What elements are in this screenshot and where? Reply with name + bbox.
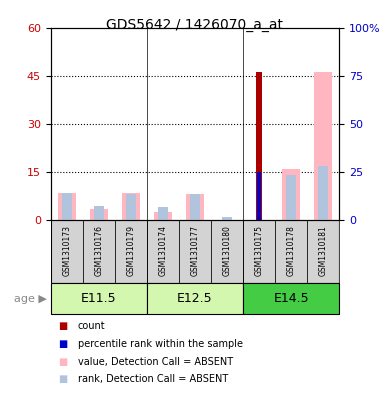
- Bar: [282, 169, 300, 220]
- Text: GSM1310181: GSM1310181: [319, 225, 328, 276]
- Bar: [257, 172, 261, 220]
- Bar: [147, 220, 179, 283]
- Text: GDS5642 / 1426070_a_at: GDS5642 / 1426070_a_at: [106, 18, 284, 32]
- Bar: [256, 72, 262, 220]
- Bar: [222, 217, 232, 220]
- Text: GSM1310179: GSM1310179: [126, 225, 135, 276]
- Bar: [186, 195, 204, 220]
- Text: age ▶: age ▶: [14, 294, 47, 304]
- Text: ■: ■: [58, 356, 68, 367]
- Bar: [126, 195, 136, 220]
- Bar: [211, 220, 243, 283]
- Text: GSM1310178: GSM1310178: [287, 225, 296, 276]
- Bar: [122, 193, 140, 220]
- Text: GSM1310180: GSM1310180: [223, 225, 232, 276]
- Text: count: count: [78, 321, 106, 331]
- Bar: [51, 220, 83, 283]
- Bar: [307, 220, 339, 283]
- Bar: [51, 283, 147, 314]
- Bar: [243, 220, 275, 283]
- Text: GSM1310174: GSM1310174: [158, 225, 167, 276]
- Bar: [243, 283, 339, 314]
- Bar: [147, 283, 243, 314]
- Bar: [179, 220, 211, 283]
- Text: ■: ■: [58, 374, 68, 384]
- Bar: [115, 220, 147, 283]
- Bar: [158, 207, 168, 220]
- Bar: [58, 193, 76, 220]
- Bar: [319, 165, 328, 220]
- Text: E11.5: E11.5: [81, 292, 117, 305]
- Bar: [90, 209, 108, 220]
- Text: GSM1310177: GSM1310177: [190, 225, 200, 276]
- Text: ■: ■: [58, 339, 68, 349]
- Text: GSM1310173: GSM1310173: [62, 225, 71, 276]
- Bar: [154, 212, 172, 220]
- Text: GSM1310176: GSM1310176: [94, 225, 103, 276]
- Bar: [94, 206, 104, 220]
- Bar: [190, 195, 200, 220]
- Text: ■: ■: [58, 321, 68, 331]
- Bar: [286, 175, 296, 220]
- Text: value, Detection Call = ABSENT: value, Detection Call = ABSENT: [78, 356, 233, 367]
- Text: GSM1310175: GSM1310175: [255, 225, 264, 276]
- Text: rank, Detection Call = ABSENT: rank, Detection Call = ABSENT: [78, 374, 228, 384]
- Text: percentile rank within the sample: percentile rank within the sample: [78, 339, 243, 349]
- Bar: [275, 220, 307, 283]
- Text: E12.5: E12.5: [177, 292, 213, 305]
- Bar: [62, 193, 71, 220]
- Bar: [314, 72, 332, 220]
- Text: E14.5: E14.5: [273, 292, 309, 305]
- Bar: [83, 220, 115, 283]
